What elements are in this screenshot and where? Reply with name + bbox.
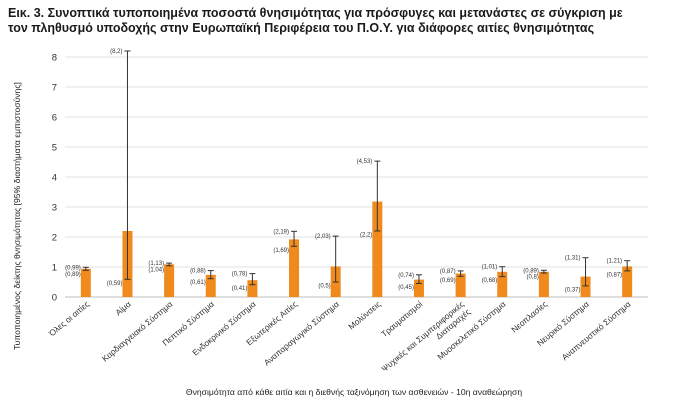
ci-low-label-10: (0,68) [482,278,498,284]
x-tick-label-1-line-0: Αίμα [113,299,133,318]
bar-9 [455,273,466,297]
ci-high-label-5: (2,19) [273,229,289,235]
x-tick-label-11: Νεοπλασίες [509,299,549,335]
ci-low-label-1: (0,59) [107,281,123,287]
bar-2 [164,264,175,297]
ci-high-label-2: (1,13) [148,261,164,267]
error-bar-8 [415,274,422,284]
error-bar-10 [499,266,506,278]
ci-high-label-3: (0,88) [190,269,206,275]
ci-high-label-6: (2,03) [315,234,331,240]
ci-low-label-3: (0,61) [190,280,206,286]
ci-high-label-12: (1,31) [565,256,581,262]
error-bars [82,50,631,287]
x-axis-label: Θνησιμότητα από κάθε αιτία και η διεθνής… [186,387,522,397]
bar-10 [497,271,508,297]
ci-low-label-13: (0,87) [606,272,622,278]
error-bar-12 [582,257,589,287]
bar-7 [372,201,383,297]
ci-low-label-4: (0,41) [232,286,248,292]
error-bar-7 [374,160,381,232]
x-tick-label-1: Αίμα [113,299,133,318]
y-tick-0: 0 [52,292,57,303]
error-bar-6 [332,235,339,283]
ci-high-label-9: (0,87) [440,269,456,275]
ci-high-label-1: (8,2) [110,49,122,55]
bar-0 [80,268,91,297]
ci-low-label-6: (0,5) [318,284,330,290]
error-bar-11 [540,269,547,274]
bar-4 [247,280,258,297]
ci-high-label-13: (1,21) [606,259,622,265]
y-axis-label: Τυποποιημένος δείκτης θνησιμότητας [95% … [12,82,22,350]
x-tick-label-11-line-0: Νεοπλασίες [509,299,549,335]
error-bar-4 [249,273,256,286]
ci-low-label-7: (2,2) [360,233,372,239]
y-axis-ticks: 0 1 2 3 4 5 6 7 8 [52,52,57,303]
ci-low-label-12: (0,37) [565,287,581,293]
x-tick-label-13-line-0: Αναπνευστικό Σύστημα [560,299,633,362]
ci-low-label-2: (1,04) [148,267,164,273]
ci-low-label-9: (0,69) [440,278,456,284]
gridlines [65,56,648,298]
bar-3 [205,274,216,297]
y-tick-1: 1 [52,262,57,273]
error-bar-3 [207,270,214,280]
ci-high-label-11: (0,89) [523,268,539,274]
ci-high-label-7: (4,53) [357,159,373,165]
ci-low-label-11: (0,8) [527,275,539,281]
chart-title-line-2: τον πληθυσμό υποδοχής στην Ευρωπαϊκή Περ… [8,21,595,35]
error-bar-2 [166,262,173,267]
ci-high-label-8: (0,74) [398,273,414,279]
x-tick-label-7-line-0: Μολύνσεις [346,299,382,332]
bar-11 [538,271,549,297]
ci-high-label-4: (0,78) [232,272,248,278]
y-tick-7: 7 [52,82,57,93]
y-tick-8: 8 [52,52,57,63]
error-bar-9 [457,270,464,277]
x-tick-label-0-line-0: Όλες οι αιτίες [46,299,91,339]
ci-labels: (0,99)(0,89)(8,2)(0,59)(1,13)(1,04) (0,88… [65,49,622,293]
error-bar-0 [82,266,89,271]
x-tick-label-6: Αναπαραγωγικό Σύστημα [262,299,341,368]
chart-title-line-1: Εικ. 3. Συνοπτικά τυποποιημένα ποσοστά θ… [8,6,623,20]
ci-low-label-0: (0,89) [65,272,81,278]
ci-high-label-10: (1,01) [482,265,498,271]
ci-high-label-0: (0,99) [65,265,81,271]
x-tick-label-0: Όλες οι αιτίες [46,299,91,339]
error-bar-5 [291,230,298,247]
bars [80,201,633,297]
x-tick-label-2: Καρδιαγγειακό Σύστημα [100,299,175,364]
error-bar-13 [624,260,631,272]
x-tick-label-6-line-0: Αναπαραγωγικό Σύστημα [262,299,341,368]
y-tick-6: 6 [52,112,57,123]
y-tick-4: 4 [52,172,57,183]
x-tick-label-13: Αναπνευστικό Σύστημα [560,299,633,362]
ci-low-label-8: (0,45) [398,285,414,291]
y-tick-2: 2 [52,232,57,243]
y-tick-5: 5 [52,142,57,153]
bar-12 [580,276,591,297]
y-tick-3: 3 [52,202,57,213]
x-tick-label-7: Μολύνσεις [346,299,382,332]
bar-13 [622,266,633,297]
bar-5 [289,239,300,297]
x-tick-label-9-line-0: Ψυχικές και Συμπεριφορικές [379,299,466,374]
x-tick-label-2-line-0: Καρδιαγγειακό Σύστημα [100,299,175,364]
error-bar-1 [124,50,131,280]
chart-title: Εικ. 3. Συνοπτικά τυποποιημένα ποσοστά θ… [8,6,684,36]
ci-low-label-5: (1,69) [273,248,289,254]
bar-8 [413,279,424,297]
